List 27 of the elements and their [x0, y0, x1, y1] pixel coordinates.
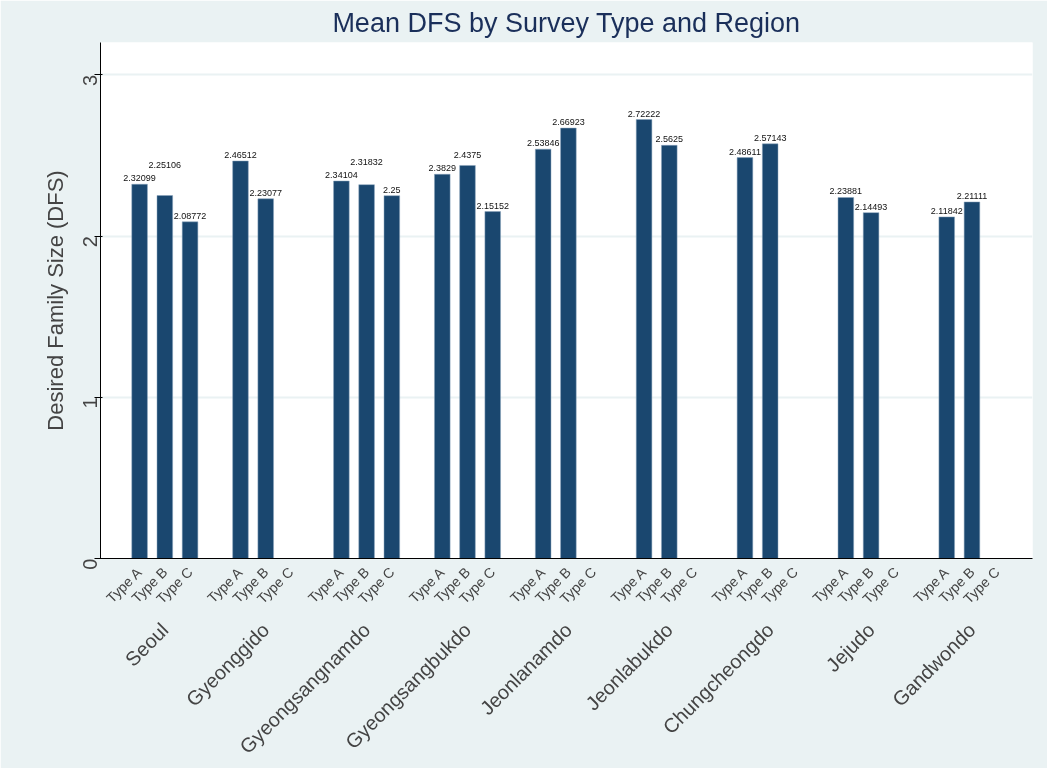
y-tick-label: 0 — [78, 558, 101, 570]
data-label: 2.48611 — [729, 146, 761, 157]
data-label: 2.21111 — [956, 190, 988, 201]
data-label: 2.15152 — [476, 200, 509, 211]
data-label: 2.14493 — [854, 201, 888, 212]
data-label: 2.34104 — [325, 170, 358, 181]
data-label: 2.25 — [383, 184, 401, 195]
data-label: 2.46512 — [224, 150, 257, 160]
y-axis-title: Desired Family Size (DFS) — [42, 170, 68, 431]
data-label: 2.11842 — [930, 205, 963, 216]
data-label: 2.57143 — [753, 132, 787, 143]
data-label: 2.23881 — [829, 186, 863, 197]
data-label: 2.25106 — [148, 160, 182, 171]
y-tick-label: 3 — [78, 74, 101, 86]
data-label: 2.72222 — [627, 108, 661, 119]
data-label: 2.66923 — [552, 117, 585, 128]
data-label: 2.31832 — [350, 157, 383, 168]
data-label: 2.53846 — [526, 138, 560, 149]
data-label: 2.5625 — [655, 134, 684, 145]
y-tick-label: 2 — [78, 236, 101, 248]
y-tick-label: 1 — [78, 397, 101, 409]
chart-title: Mean DFS by Survey Type and Region — [332, 7, 801, 38]
data-label: 2.23077 — [249, 187, 282, 198]
data-label: 2.3829 — [428, 163, 457, 174]
data-label: 2.32099 — [123, 173, 156, 184]
data-label: 2.08772 — [173, 210, 207, 221]
data-label: 2.4375 — [453, 150, 482, 161]
